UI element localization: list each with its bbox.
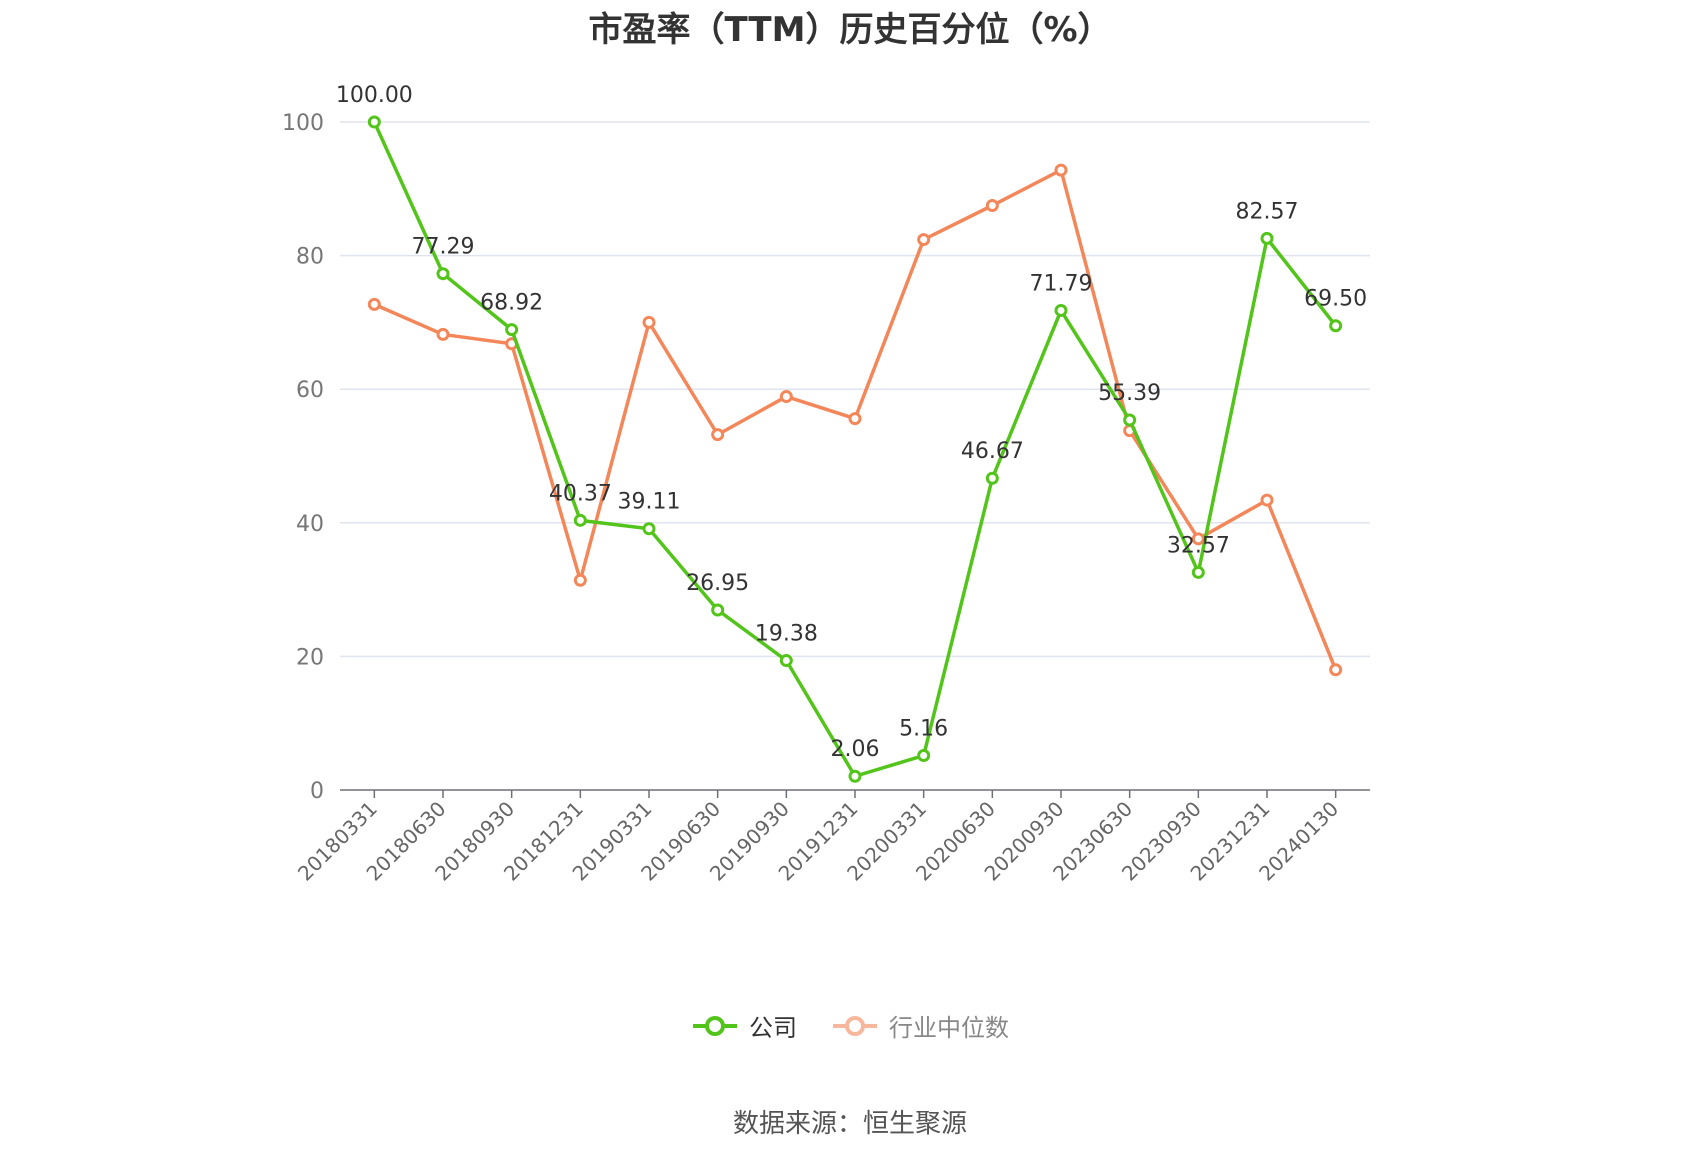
company-data-label: 82.57 [1236,199,1299,224]
legend: 公司 行业中位数 [0,1008,1700,1043]
legend-company-icon [693,1015,737,1036]
industry-median-point[interactable] [985,199,999,212]
chart-title: 市盈率（TTM）历史百分位（%） [588,10,1112,50]
legend-item-industry-median[interactable]: 行业中位数 [831,1008,1009,1043]
company-point[interactable] [1191,565,1205,579]
company-data-label: 39.11 [618,490,681,515]
industry-median-point[interactable] [642,315,656,329]
y-tick-label: 100 [282,111,324,136]
industry-median-point[interactable] [367,297,381,311]
company-data-label: 5.16 [899,717,948,742]
y-tick-label: 0 [310,779,324,804]
company-data-label: 100.00 [336,83,413,108]
industry-median-point[interactable] [1260,493,1274,507]
company-data-label: 19.38 [755,622,818,647]
industry-median-point[interactable] [917,233,931,247]
series-line-company [372,121,1338,778]
company-data-label: 77.29 [412,235,475,260]
company-data-label: 71.79 [1030,271,1093,296]
company-point[interactable] [1260,231,1274,245]
y-tick-label: 20 [296,645,324,670]
company-point[interactable] [505,323,519,337]
industry-median-point[interactable] [779,390,793,404]
legend-item-company[interactable]: 公司 [691,1008,797,1043]
industry-median-point[interactable] [1191,532,1205,546]
y-axis-ticks: 0 20 40 60 80 100 [282,111,324,804]
company-point[interactable] [917,749,931,763]
company-point[interactable] [985,471,999,485]
data-labels: 100.00 77.29 68.92 40.37 39.11 26.95 19.38 2.06… [336,83,1367,762]
company-point[interactable] [1054,303,1068,317]
company-point[interactable] [367,115,381,129]
company-point[interactable] [848,769,862,783]
company-point[interactable] [1123,413,1137,427]
legend-industry-icon [833,1015,877,1036]
x-axis: 2018033120180630201809302018123120190331… [293,789,1370,886]
company-point[interactable] [1329,319,1343,333]
y-tick-label: 80 [296,245,324,270]
industry-median-point[interactable] [1329,663,1343,677]
industry-median-point[interactable] [848,412,862,426]
data-source: 数据来源：恒生聚源 [732,1109,967,1139]
company-data-label: 69.50 [1304,287,1367,312]
company-point[interactable] [573,513,587,527]
industry-median-point[interactable] [436,327,450,341]
legend-industry-label: 行业中位数 [889,1014,1009,1042]
company-data-label: 2.06 [831,737,880,762]
company-data-label: 26.95 [686,571,749,596]
company-data-label: 55.39 [1098,381,1161,406]
series-layer [367,115,1343,783]
company-point[interactable] [779,654,793,668]
company-data-label: 46.67 [961,439,1024,464]
company-data-label: 68.92 [480,291,543,316]
y-tick-label: 60 [296,378,324,403]
legend-company-label: 公司 [749,1014,797,1042]
y-tick-label: 40 [296,512,324,537]
industry-median-point[interactable] [573,573,587,587]
company-data-label: 32.57 [1167,533,1230,558]
line-chart: 0 20 40 60 80 100 201803312018063020180930201… [282,83,1370,886]
company-data-label: 40.37 [549,481,612,506]
industry-median-point[interactable] [1054,163,1068,177]
company-point[interactable] [642,522,656,536]
grid-lines [340,121,1370,658]
company-point[interactable] [711,603,725,617]
company-point[interactable] [436,267,450,281]
industry-median-point[interactable] [711,428,725,442]
